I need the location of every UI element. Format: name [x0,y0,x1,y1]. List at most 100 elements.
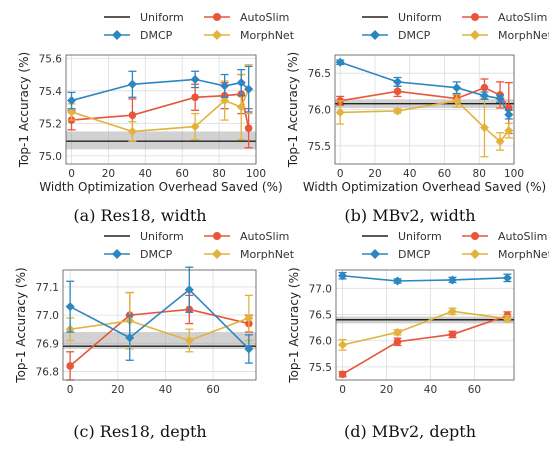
xtick-label-2-3: 60 [206,384,219,395]
xtick-label-2-1: 20 [111,384,124,395]
morphnet-point-1-5 [504,126,514,136]
xtick-label-0-4: 80 [212,168,225,180]
legend-dmcp-label: DMCP [140,248,173,261]
ytick-label-1-2: 76.5 [308,68,331,80]
xtick-label-1-3: 60 [438,168,451,180]
legend-autoslim-label: AutoSlim [498,11,547,24]
legend-autoslim-label: AutoSlim [240,230,289,243]
dmcp-point-0-3 [220,81,230,91]
ytick-label-3-3: 77.0 [309,283,332,295]
legend-2: Uniform AutoSlim DMCP MorphNet [104,230,295,261]
dmcp-point-3-0 [338,271,348,281]
legend-autoslim-label: AutoSlim [498,230,547,243]
morphnet-point-1-4 [495,136,505,146]
autoslim-line-3 [342,314,508,375]
dmcp-point-3-2 [447,275,457,285]
morphnet-point-3-0 [338,340,348,350]
caption-b: (b) MBv2, width [344,206,476,225]
legend-autoslim-marker [213,232,221,240]
morphnet-point-0-0 [67,107,77,117]
morphnet-point-3-2 [447,306,457,316]
legend-dmcp-marker [370,30,380,40]
uniform-band-0 [66,131,256,150]
morphnet-point-0-1 [127,126,137,136]
dmcp-point-1-5 [504,110,514,120]
legend-dmcp-marker [112,30,122,40]
legend-3: Uniform AutoSlim DMCP MorphNet [362,230,549,261]
figure-canvas: Uniform AutoSlim DMCP MorphNet 75.0 75.2 75.4 7… [14,11,549,395]
morphnet-point-1-0 [335,107,345,117]
legend-uniform-label: Uniform [140,11,184,24]
dmcp-line-3 [342,274,508,282]
legend-1: Uniform AutoSlim DMCP MorphNet [362,11,549,42]
legend-autoslim-label: AutoSlim [240,11,289,24]
xtick-label-0-1: 20 [102,168,115,180]
dmcp-point-1-1 [393,77,403,87]
xtick-label-0-0: 0 [68,168,75,180]
xtick-label-1-2: 40 [403,168,416,180]
morphnet-point-1-2 [452,96,462,106]
dmcp-point-2-2 [184,285,194,295]
ytick-label-0-1: 75.2 [39,118,62,130]
legend-uniform-label: Uniform [398,230,442,243]
plot-frame-0 [65,54,257,165]
legend-dmcp-label: DMCP [398,29,431,42]
dmcp-point-1-0 [335,57,345,67]
xtick-label-2-0: 0 [67,384,74,395]
ytick-label-1-0: 75.5 [308,141,331,153]
morphnet-point-3-3 [502,314,512,324]
autoslim-point-2-0 [66,362,74,370]
legend-morphnet-label: MorphNet [498,248,549,261]
ylabel-0: Top-1 Accuracy (%) [17,52,31,168]
legend-autoslim-marker [471,232,479,240]
xtick-label-1-5: 100 [504,168,524,180]
morphnet-point-2-3 [244,313,254,323]
dmcp-point-3-3 [502,273,512,283]
dmcp-point-1-4 [495,94,505,104]
caption-a: (a) Res18, width [73,206,207,225]
legend-autoslim-marker [471,13,479,21]
ytick-label-0-3: 75.6 [39,53,63,65]
xtick-label-0-2: 40 [139,168,152,180]
morphnet-line-2 [70,317,250,342]
dmcp-point-2-1 [125,333,135,343]
morphnet-point-0-3 [220,96,230,106]
ylabel-1: Top-1 Accuracy (%) [286,52,300,168]
dmcp-point-3-1 [393,276,403,286]
morphnet-point-0-4 [236,102,246,112]
morphnet-line-3 [342,310,508,346]
xtick-label-3-1: 20 [380,384,393,395]
ytick-label-2-3: 77.1 [36,282,59,294]
dmcp-point-0-2 [190,74,200,84]
autoslim-point-0-5 [244,124,253,133]
autoslim-point-3-0 [338,370,347,379]
caption-d: (d) MBv2, depth [343,422,477,441]
ytick-label-1-1: 76.0 [308,105,331,117]
uniform-band-2 [63,332,256,349]
morphnet-point-1-1 [393,106,403,116]
ytick-label-0-2: 75.4 [39,86,63,98]
ylabel-2: Top-1 Accuracy (%) [14,267,28,383]
dmcp-point-1-2 [452,83,462,93]
xtick-label-1-4: 80 [473,168,486,180]
ytick-label-2-1: 76.9 [36,338,59,350]
legend-uniform-label: Uniform [140,230,184,243]
autoslim-point-1-1 [393,87,402,96]
legend-uniform-label: Uniform [398,11,442,24]
ytick-label-3-1: 76.0 [309,336,332,348]
dmcp-point-2-3 [244,344,254,354]
morphnet-point-1-3 [479,123,489,133]
xtick-label-0-5: 100 [246,168,266,180]
legend-morphnet-label: MorphNet [240,29,295,42]
ytick-label-2-2: 77.0 [36,310,59,322]
legend-0: Uniform AutoSlim DMCP MorphNet [104,11,295,42]
xtick-label-3-2: 40 [424,384,437,395]
plot-frame-2 [62,269,257,381]
autoslim-line-0 [71,93,250,129]
legend-autoslim-marker [213,13,221,21]
xlabel-0: Width Optimization Overhead Saved (%) [39,180,282,194]
autoslim-point-1-3 [480,83,489,92]
dmcp-point-0-4 [236,78,246,88]
autoslim-point-3-1 [393,337,402,346]
ytick-label-2-0: 76.8 [36,367,59,379]
